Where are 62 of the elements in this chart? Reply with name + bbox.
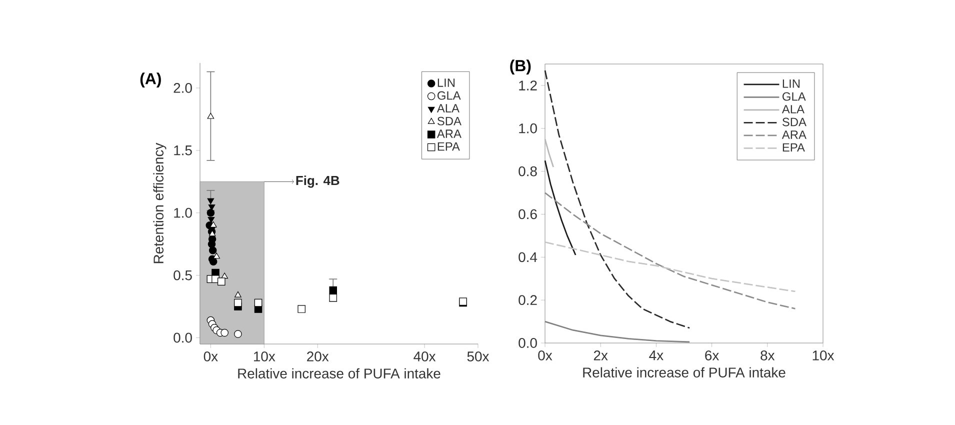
- legend-label: LIN: [782, 80, 800, 88]
- y-tick-label: 0.4: [518, 252, 538, 262]
- legend-label: GLA: [438, 91, 461, 100]
- point: [220, 328, 228, 337]
- x-tick-label: 10x: [254, 352, 276, 362]
- y-tick-label: 0.2: [518, 295, 537, 306]
- legend-label: SDA: [782, 118, 806, 126]
- text: (A): [140, 72, 161, 88]
- x-tick-label: 8x: [760, 350, 775, 360]
- y-tick-label: 0.6: [518, 209, 537, 220]
- x-tick-label: 50x: [467, 352, 490, 362]
- point: [209, 258, 218, 266]
- y-tick-label: 1.0: [519, 123, 537, 134]
- x-tick-label: 10x: [812, 350, 834, 360]
- point: [208, 240, 216, 248]
- point: [207, 112, 214, 119]
- y-axis-title: Retention efficiency: [153, 142, 166, 264]
- line-series: [544, 192, 796, 310]
- legend-label: GLA: [782, 92, 806, 101]
- point: [234, 298, 242, 307]
- y-tick-label: 0.0: [518, 338, 537, 348]
- x-tick-label: 20x: [307, 352, 329, 362]
- x-axis-title: Relative increase of PUFA intake: [583, 367, 786, 378]
- chart-title: (B): [510, 60, 531, 74]
- legend-label: EPA: [782, 143, 805, 152]
- x-tick-label: 0x: [204, 352, 218, 362]
- y-tick-label: 1.0: [174, 208, 192, 218]
- x-tick-label: 0x: [538, 350, 552, 360]
- legend-label: ARA: [436, 130, 462, 138]
- x-tick-label: 6x: [705, 350, 720, 360]
- y-tick-label: 2.0: [174, 83, 192, 93]
- point: [254, 298, 262, 307]
- y-tick-label: 0.0: [174, 332, 192, 343]
- x-tick-label: 4x: [649, 350, 664, 360]
- line-series: [544, 160, 576, 256]
- legend-label: SDA: [437, 116, 462, 126]
- point: [213, 252, 220, 259]
- legend-label: ARA: [782, 130, 806, 139]
- annotation: Fig. 4B: [296, 176, 340, 188]
- x-tick-label: 2x: [594, 350, 608, 360]
- point: [208, 246, 217, 254]
- point: [207, 198, 214, 204]
- line-series: [544, 70, 690, 329]
- y-tick-label: 1.2: [519, 80, 537, 90]
- x-axis-title: Relative increase of PUFA intake: [238, 368, 440, 378]
- legend-label: ALA: [436, 104, 460, 112]
- legend-label: LIN: [438, 78, 455, 87]
- y-tick-label: 1.5: [174, 146, 192, 156]
- point: [217, 278, 226, 286]
- point: [208, 217, 215, 223]
- line-series: [544, 320, 690, 343]
- point: [210, 221, 217, 228]
- point: [234, 291, 242, 298]
- y-tick-label: 0.5: [174, 270, 192, 280]
- legend-label: ALA: [782, 105, 804, 114]
- legend-label: EPA: [438, 142, 460, 151]
- point: [234, 330, 242, 338]
- point: [208, 230, 216, 236]
- x-tick-label: 40x: [414, 352, 436, 362]
- y-tick-label: 0.8: [518, 166, 537, 176]
- point: [329, 286, 338, 294]
- point: [206, 208, 215, 217]
